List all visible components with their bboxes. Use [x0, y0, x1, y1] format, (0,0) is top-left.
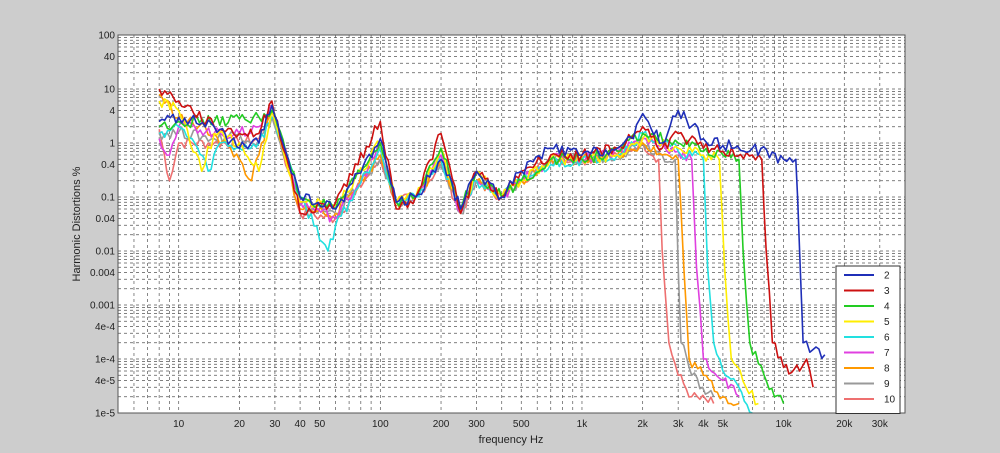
y-tick-label: 4e-4	[95, 322, 115, 333]
x-tick-label: 1k	[577, 419, 589, 430]
legend-label-8: 8	[884, 364, 890, 375]
y-tick-label: 1e-4	[95, 355, 115, 366]
y-tick-label: 10	[104, 85, 116, 96]
y-tick-label: 1	[109, 139, 115, 150]
x-tick-label: 40	[295, 419, 307, 430]
legend-box	[835, 265, 901, 414]
legend-label-2: 2	[884, 271, 890, 282]
legend-label-4: 4	[884, 302, 890, 313]
x-tick-label: 10k	[776, 419, 793, 430]
x-tick-label: 200	[433, 419, 450, 430]
y-axis-label: Harmonic Distortions %	[71, 166, 83, 281]
series-line-2	[158, 104, 826, 360]
x-tick-label: 3k	[673, 419, 685, 430]
y-tick-label: 4	[109, 106, 115, 117]
y-tick-label: 100	[98, 31, 115, 42]
x-tick-label: 500	[513, 419, 530, 430]
legend-label-7: 7	[884, 348, 890, 359]
x-tick-label: 4k	[698, 419, 710, 430]
legend-label-6: 6	[884, 333, 890, 344]
y-tick-label: 0.4	[101, 160, 115, 171]
x-axis-label: frequency Hz	[479, 434, 544, 446]
y-tick-label: 0.1	[101, 193, 115, 204]
x-tick-label: 20	[234, 419, 246, 430]
y-tick-label: 0.001	[90, 301, 115, 312]
y-tick-label: 1e-5	[95, 409, 115, 420]
x-tick-label: 30	[269, 419, 281, 430]
y-tick-label: 40	[104, 52, 116, 63]
x-tick-label: 5k	[718, 419, 730, 430]
series-line-3	[158, 88, 814, 388]
x-tick-label: 2k	[637, 419, 649, 430]
series-layer	[158, 88, 826, 414]
plot-background	[118, 35, 905, 413]
y-tick-label: 0.01	[96, 247, 116, 258]
legend-label-5: 5	[884, 317, 890, 328]
y-tick-label: 4e-5	[95, 376, 115, 387]
plot-frame	[117, 34, 906, 414]
x-tick-label: 30k	[872, 419, 889, 430]
y-tick-label: 0.004	[90, 268, 115, 279]
x-tick-label: 20k	[836, 419, 853, 430]
series-line-8	[158, 93, 740, 407]
legend: 2 3 4 5 6 7 8 9 10	[835, 265, 901, 414]
y-tick-label: 0.04	[96, 214, 116, 225]
legend-label-9: 9	[884, 379, 890, 390]
x-tick-label: 300	[468, 419, 485, 430]
tick-labels: 10 20 30 40 50 100 200 300 500 1k 2k 3k 4k 5k 10k 20k 30…	[90, 31, 889, 431]
legend-label-3: 3	[884, 286, 890, 297]
legend-label-10: 10	[884, 395, 896, 406]
x-tick-label: 50	[314, 419, 326, 430]
x-tick-label: 100	[372, 419, 389, 430]
x-tick-label: 10	[173, 419, 185, 430]
